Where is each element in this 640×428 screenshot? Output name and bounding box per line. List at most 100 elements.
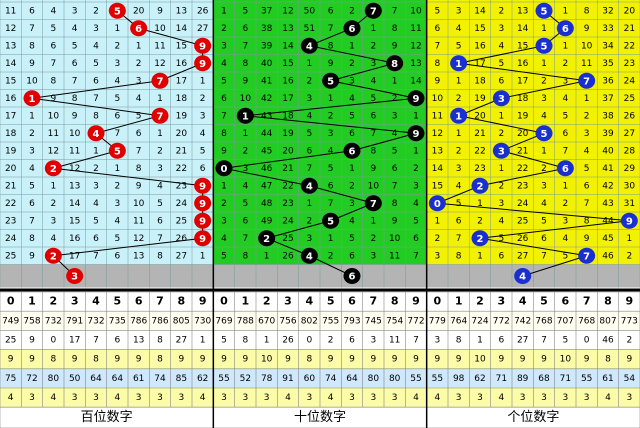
omission-value: 22 xyxy=(474,146,485,156)
omission-value: 17 xyxy=(176,76,187,86)
draw-digit: 7 xyxy=(370,199,377,210)
draw-ball xyxy=(471,177,489,194)
omission-value: 13 xyxy=(410,59,421,69)
omission-value: 11 xyxy=(5,6,16,16)
omission-value: 4 xyxy=(93,41,99,51)
omission-value: 16 xyxy=(474,41,486,51)
omission-value: 7 xyxy=(29,24,35,34)
omission-value: 3 xyxy=(136,76,142,86)
draw-ball xyxy=(556,20,574,37)
column-header: 8 xyxy=(604,295,612,308)
stat-value: 2 xyxy=(626,336,632,346)
omission-value: 3 xyxy=(200,111,206,121)
omission-value: 2 xyxy=(157,146,163,156)
omission-value: 37 xyxy=(602,94,613,104)
omission-value: 1 xyxy=(562,41,568,51)
omission-value: 2 xyxy=(413,164,419,174)
stat-value: 4 xyxy=(200,393,206,403)
draw-digit: 4 xyxy=(306,251,313,262)
stat-value: 80 xyxy=(368,374,380,384)
omission-value: 32 xyxy=(602,6,613,16)
column-header: 1 xyxy=(455,295,463,308)
omission-value: 6 xyxy=(349,129,355,139)
omission-value: 5 xyxy=(456,199,462,209)
stat-value: 4 xyxy=(285,393,291,403)
omission-value: 9 xyxy=(584,234,590,244)
draw-ball xyxy=(535,37,553,54)
omission-value: 10 xyxy=(133,199,145,209)
omission-value: 17 xyxy=(5,111,16,121)
stat-value: 754 xyxy=(386,316,403,326)
omission-value: 41 xyxy=(602,164,613,174)
column-header: 3 xyxy=(498,295,506,308)
omission-value: 49 xyxy=(261,216,273,226)
omission-value: 7 xyxy=(370,129,376,139)
omission-value: 3 xyxy=(392,111,398,121)
omission-value: 19 xyxy=(5,146,17,156)
omission-value: 1 xyxy=(93,146,99,156)
omission-value: 4 xyxy=(541,199,547,209)
stat-value: 62 xyxy=(474,374,485,384)
draw-ball xyxy=(578,72,596,89)
omission-value: 1 xyxy=(562,6,568,16)
omission-value: 39 xyxy=(261,41,273,51)
draw-digit: 2 xyxy=(50,251,57,262)
stat-value: 1 xyxy=(477,336,483,346)
stat-value: 78 xyxy=(261,374,273,384)
omission-value: 14 xyxy=(517,24,529,34)
omission-value: 25 xyxy=(624,94,635,104)
omission-value: 7 xyxy=(114,129,120,139)
omission-value: 15 xyxy=(5,76,16,86)
stat-value: 9 xyxy=(584,355,590,365)
omission-value: 21 xyxy=(5,181,16,191)
omission-value: 1 xyxy=(50,181,56,191)
draw-ball xyxy=(343,142,361,159)
omission-value: 3 xyxy=(157,164,163,174)
draw-ball xyxy=(151,72,169,89)
draw-ball xyxy=(492,90,510,107)
draw-ball xyxy=(386,55,404,72)
draw-ball xyxy=(471,230,489,247)
omission-value: 2 xyxy=(29,129,35,139)
omission-value: 8 xyxy=(584,6,590,16)
omission-value: 37 xyxy=(261,6,272,16)
draw-ball xyxy=(194,37,212,54)
omission-value: 1 xyxy=(456,76,462,86)
stat-value: 8 xyxy=(50,355,56,365)
omission-value: 22 xyxy=(517,164,528,174)
stat-value: 46 xyxy=(602,336,614,346)
omission-value: 4 xyxy=(221,234,227,244)
omission-value: 4 xyxy=(29,164,35,174)
draw-ball xyxy=(556,160,574,177)
draw-ball xyxy=(130,20,148,37)
omission-value: 13 xyxy=(432,146,443,156)
omission-value: 20 xyxy=(5,164,17,174)
omission-value: 3 xyxy=(584,129,590,139)
omission-value: 45 xyxy=(602,234,613,244)
omission-value: 8 xyxy=(434,59,440,69)
stat-value: 7 xyxy=(541,336,547,346)
omission-value: 7 xyxy=(93,94,99,104)
omission-value: 24 xyxy=(5,234,17,244)
stat-value: 5 xyxy=(221,336,227,346)
stat-value: 85 xyxy=(176,374,187,384)
omission-value: 3 xyxy=(498,24,504,34)
omission-value: 11 xyxy=(69,146,80,156)
draw-digit: 5 xyxy=(541,6,548,17)
omission-value: 6 xyxy=(29,6,35,16)
stat-value: 4 xyxy=(498,393,504,403)
omission-value: 5 xyxy=(349,234,355,244)
omission-value: 15 xyxy=(176,41,187,51)
omission-value: 9 xyxy=(242,76,248,86)
omission-value: 5 xyxy=(50,24,56,34)
omission-value: 5 xyxy=(498,234,504,244)
omission-value: 26 xyxy=(197,6,209,16)
stat-value: 9 xyxy=(29,336,35,346)
omission-value: 13 xyxy=(69,181,80,191)
omission-value: 5 xyxy=(562,111,568,121)
omission-value: 4 xyxy=(349,216,355,226)
omission-value: 8 xyxy=(50,76,56,86)
omission-value: 3 xyxy=(498,199,504,209)
stat-value: 769 xyxy=(215,316,232,326)
omission-value: 5 xyxy=(242,199,248,209)
